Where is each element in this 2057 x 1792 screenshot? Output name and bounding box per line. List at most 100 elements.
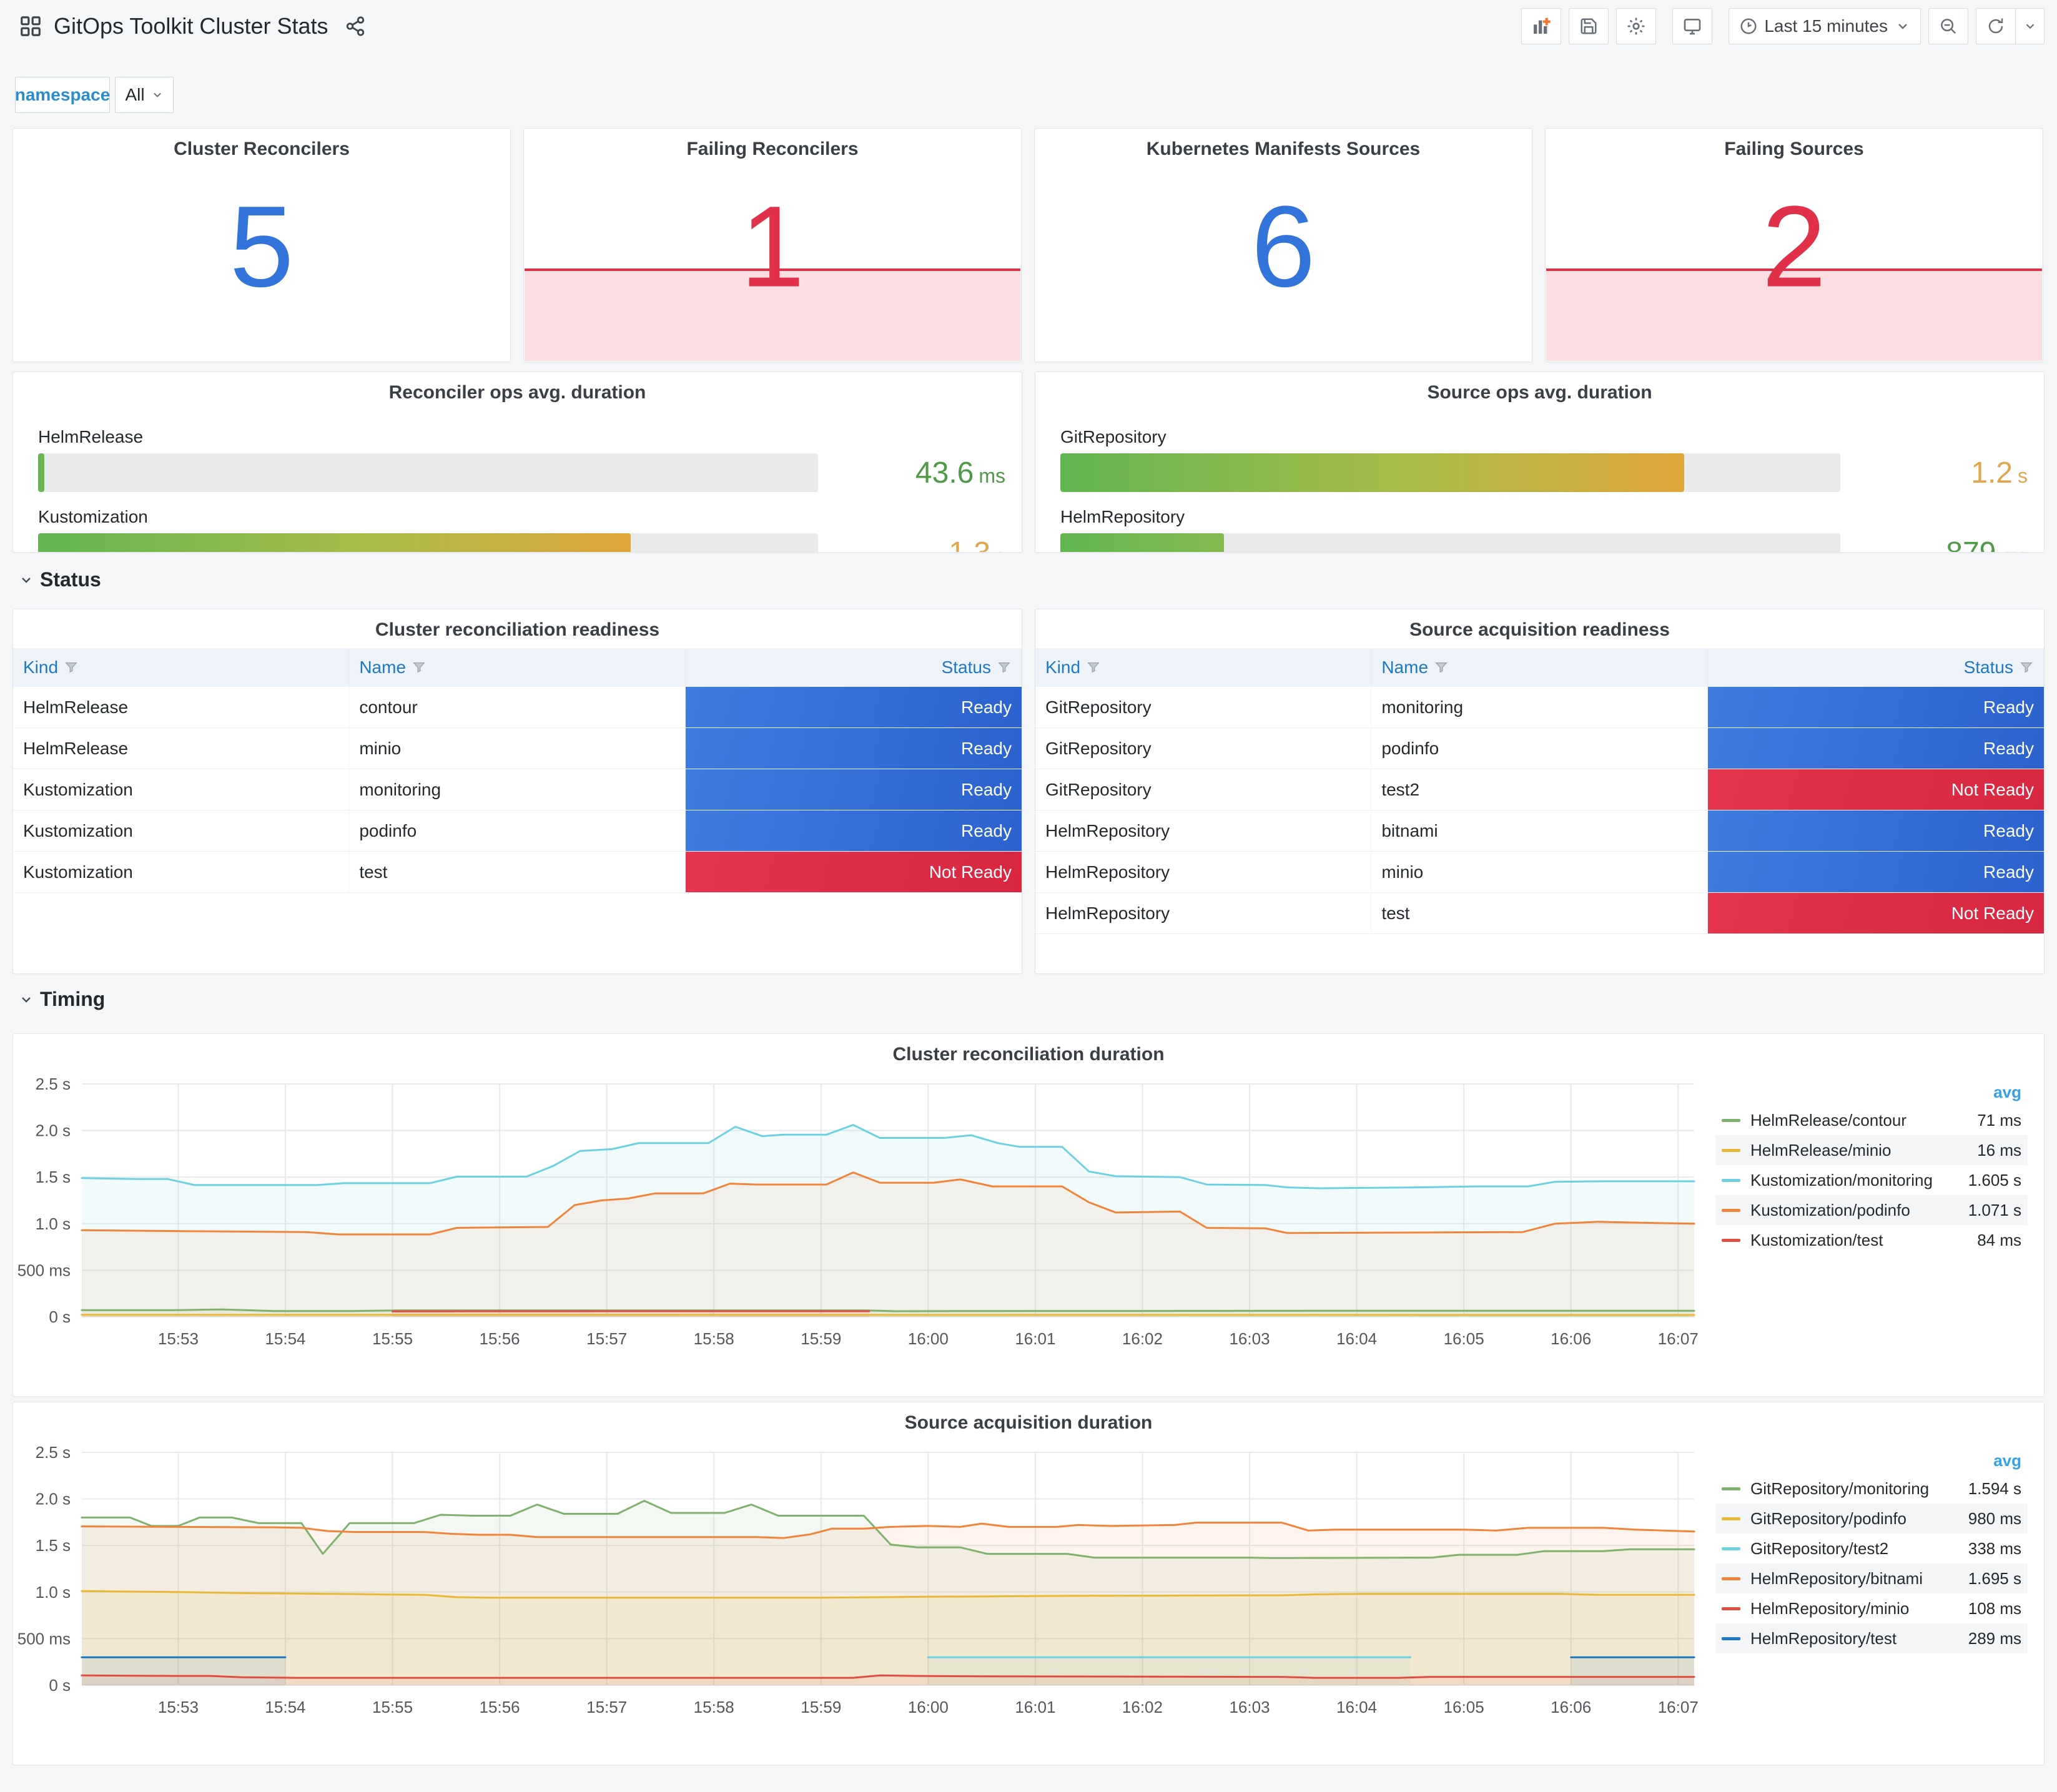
column-header-kind[interactable]: Kind [1035,648,1372,687]
legend-item[interactable]: GitRepository/test2 338 ms [1715,1534,2028,1563]
series-line [81,1674,1695,1679]
x-axis-tick: 16:04 [1336,1698,1377,1716]
time-range-picker[interactable]: Last 15 minutes [1729,8,1921,44]
filter-icon[interactable] [1434,661,1448,674]
bargauge-row: GitRepository 1.2 s [1060,427,2028,492]
refresh-button[interactable] [1976,8,2016,44]
column-header-status[interactable]: Status [1708,648,2044,687]
table-row: HelmRepository test Not Ready [1035,893,2044,934]
filter-icon[interactable] [1087,661,1100,674]
zoom-out-time-button[interactable] [1928,8,1968,44]
stat-panel: Failing Reconcilers 1 [523,128,1022,362]
cell-name: minio [1371,852,1708,892]
cell-kind: Kustomization [13,852,350,892]
stat-panel-title[interactable]: Failing Sources [1724,139,1864,159]
bargauge-track [38,533,818,552]
table-row: GitRepository podinfo Ready [1035,728,2044,769]
legend-series-color [1722,1238,1740,1242]
column-header-status[interactable]: Status [686,648,1022,687]
refresh-interval-dropdown[interactable] [2016,8,2045,44]
y-axis-tick: 1.5 s [36,1536,71,1555]
legend-item[interactable]: Kustomization/podinfo 1.071 s [1715,1195,2028,1225]
section-timing-toggle[interactable]: Timing [19,988,105,1011]
legend-series-color [1722,1577,1740,1580]
bargauge-panel-title[interactable]: Source ops avg. duration [1427,382,1652,403]
dashboard-settings-button[interactable] [1616,8,1657,44]
cell-status: Not Ready [685,852,1022,892]
table-row: Kustomization podinfo Ready [13,810,1022,852]
stat-sparkline-fill [525,268,1020,361]
y-axis-tick: 2.0 s [36,1121,71,1140]
filter-icon[interactable] [412,661,426,674]
legend-item[interactable]: GitRepository/monitoring 1.594 s [1715,1474,2028,1504]
cell-status: Ready [1707,728,2044,769]
cell-status: Not Ready [1707,769,2044,810]
legend-item[interactable]: Kustomization/test 84 ms [1715,1225,2028,1255]
cell-status: Ready [685,687,1022,727]
legend-series-name: Kustomization/monitoring [1750,1170,1933,1189]
column-header-name[interactable]: Name [349,648,686,687]
apps-grid-icon[interactable] [19,14,42,38]
cell-status: Not Ready [1707,893,2044,933]
x-axis-tick: 16:05 [1444,1329,1484,1348]
legend-series-name: GitRepository/test2 [1750,1538,1889,1558]
filter-icon[interactable] [2020,661,2033,674]
x-axis-tick: 15:53 [158,1329,199,1348]
bargauge-label: GitRepository [1060,427,1167,446]
stat-panel-title[interactable]: Failing Reconcilers [686,139,859,159]
x-axis-tick: 15:59 [801,1698,841,1716]
add-panel-button[interactable] [1521,8,1562,44]
section-status-toggle[interactable]: Status [19,568,101,591]
stat-panel-title[interactable]: Cluster Reconcilers [174,139,350,159]
legend-avg-header[interactable]: avg [1993,1082,2021,1101]
x-axis-tick: 16:02 [1122,1329,1163,1348]
bargauge-track [1060,533,1840,552]
y-axis-tick: 1.5 s [36,1168,71,1186]
x-axis-tick: 15:53 [158,1698,199,1716]
series-line [81,1522,1695,1539]
share-icon[interactable] [345,16,366,37]
chart-canvas[interactable]: 0 s 500 ms 1.0 s 1.5 s 2.0 s 2.5 s 15:53 15:54 1… [13,1402,2045,1765]
stat-value: 6 [1251,182,1316,312]
timeseries-panel: Cluster reconciliation duration 0 s 500 ms… [12,1033,2045,1397]
bargauge-bar [38,453,44,492]
variable-namespace-dropdown[interactable]: All [115,77,174,113]
x-axis-tick: 15:59 [801,1329,841,1348]
column-header-kind[interactable]: Kind [13,648,350,687]
chart-legend: avg HelmRelease/contour 71 ms HelmRelease/m… [1715,1079,2028,1255]
legend-item[interactable]: Kustomization/monitoring 1.605 s [1715,1165,2028,1195]
timeseries-panel-title[interactable]: Source acquisition duration [904,1412,1153,1433]
legend-avg-header[interactable]: avg [1993,1450,2021,1470]
cell-kind: HelmRelease [13,687,350,727]
legend-item[interactable]: GitRepository/podinfo 980 ms [1715,1504,2028,1534]
clock-icon [1739,17,1758,36]
chevron-down-icon [153,92,161,97]
legend-series-avg: 16 ms [1977,1140,2021,1159]
x-axis-tick: 16:06 [1551,1698,1591,1716]
filter-icon[interactable] [64,661,78,674]
cell-kind: Kustomization [13,769,350,810]
table-panel-title[interactable]: Source acquisition readiness [1409,619,1670,640]
legend-series-avg: 980 ms [1968,1509,2021,1528]
timeseries-panel-title[interactable]: Cluster reconciliation duration [892,1044,1165,1065]
filter-icon[interactable] [997,661,1011,674]
cycle-view-mode-button[interactable] [1672,8,1713,44]
legend-item[interactable]: HelmRelease/contour 71 ms [1715,1105,2028,1135]
stat-panel-title[interactable]: Kubernetes Manifests Sources [1146,139,1421,159]
variable-namespace-label[interactable]: namespace [15,77,110,113]
cell-name: monitoring [1371,687,1708,727]
legend-item[interactable]: HelmRepository/bitnami 1.695 s [1715,1563,2028,1593]
column-header-name[interactable]: Name [1371,648,1708,687]
legend-item[interactable]: HelmRelease/minio 16 ms [1715,1135,2028,1165]
bargauge-panel-title[interactable]: Reconciler ops avg. duration [388,382,646,403]
stat-sparkline-fill [1546,268,2042,361]
chart-canvas[interactable]: 0 s 500 ms 1.0 s 1.5 s 2.0 s 2.5 s 15:53 15:54 1… [13,1034,2045,1397]
legend-series-name: HelmRepository/minio [1750,1598,1910,1618]
legend-series-name: GitRepository/podinfo [1750,1509,1907,1528]
legend-item[interactable]: HelmRepository/test 289 ms [1715,1623,2028,1653]
save-dashboard-button[interactable] [1569,8,1609,44]
x-axis-tick: 16:01 [1015,1329,1055,1348]
legend-item[interactable]: HelmRepository/minio 108 ms [1715,1593,2028,1623]
table-panel-title[interactable]: Cluster reconciliation readiness [375,619,660,640]
x-axis-tick: 16:01 [1015,1698,1055,1716]
